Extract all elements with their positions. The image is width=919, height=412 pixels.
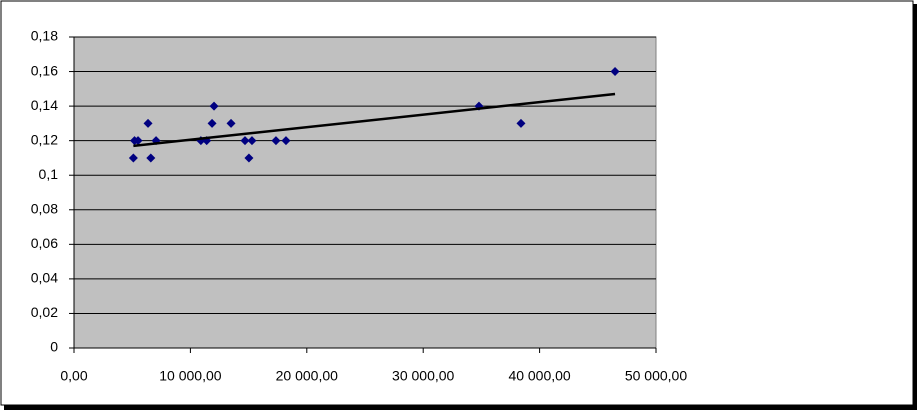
data-point [244, 153, 254, 163]
y-tick-label: 0,18 [31, 28, 58, 44]
y-tick-label: 0 [50, 339, 58, 355]
x-tick-label: 50 000,00 [625, 368, 687, 384]
x-tick-label: 30 000,00 [392, 368, 454, 384]
y-tick-label: 0,1 [39, 166, 59, 182]
data-point [281, 136, 291, 146]
data-point [128, 153, 138, 163]
data-point [209, 101, 219, 111]
data-point [610, 67, 620, 77]
data-point [240, 136, 250, 146]
y-tick-label: 0,02 [31, 304, 58, 320]
plot-area [73, 36, 657, 349]
data-point [247, 136, 257, 146]
y-tick-label: 0,16 [31, 62, 58, 78]
data-point [133, 136, 143, 146]
data-point [207, 118, 217, 128]
x-tick-label: 40 000,00 [508, 368, 570, 384]
y-tick-label: 0,08 [31, 200, 58, 216]
y-tick-label: 0,14 [31, 97, 58, 113]
data-point [226, 118, 236, 128]
data-point [271, 136, 281, 146]
data-point [146, 153, 156, 163]
trendline [133, 92, 616, 148]
y-tick-label: 0,04 [31, 270, 58, 286]
x-tick-label: 0,00 [60, 368, 87, 384]
data-point [143, 118, 153, 128]
x-tick-label: 20 000,00 [276, 368, 338, 384]
y-tick-label: 0,12 [31, 131, 58, 147]
y-tick-label: 0,06 [31, 235, 58, 251]
x-tick-label: 10 000,00 [159, 368, 221, 384]
data-point [516, 118, 526, 128]
